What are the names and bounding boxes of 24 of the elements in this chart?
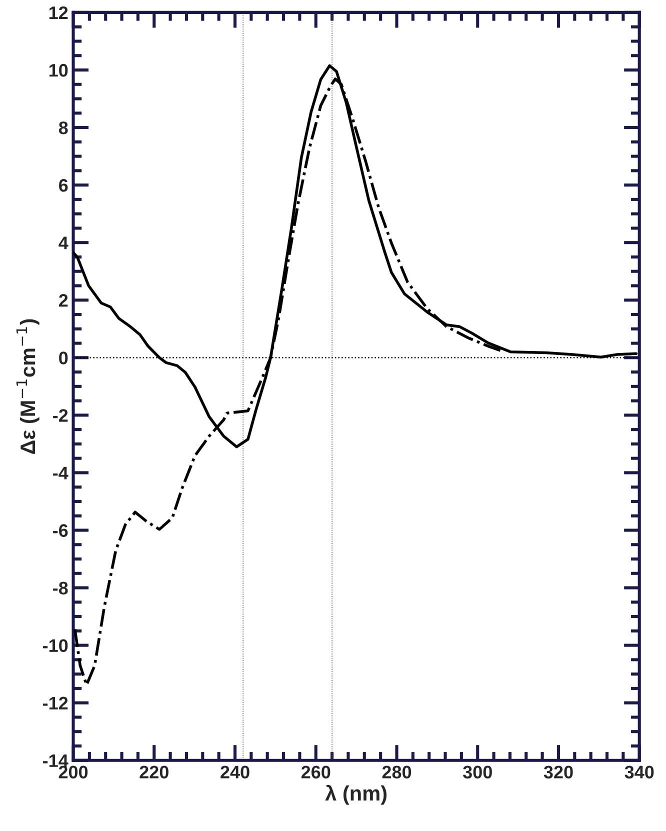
- y-tick-label: -10: [43, 639, 68, 652]
- y-tick-label: -6: [53, 524, 68, 537]
- y-tick-label: -2: [53, 409, 68, 422]
- y-tick-label: -14: [43, 754, 68, 767]
- x-tick-label: 340: [624, 766, 654, 779]
- x-tick-label: 320: [544, 766, 573, 779]
- x-tick-label: 260: [301, 766, 330, 778]
- y-tick-label: 6: [59, 178, 68, 192]
- y-tick-label: -4: [53, 466, 68, 480]
- y-tick-label: 2: [58, 294, 68, 307]
- x-tick-label: 280: [382, 766, 412, 778]
- y-tick-label: 12: [49, 6, 68, 20]
- y-tick-label: 4: [58, 236, 68, 250]
- y-tick-label: 0: [59, 352, 68, 364]
- y-tick-label: -8: [53, 582, 68, 594]
- y-tick-label: 8: [58, 121, 68, 134]
- y-axis-title: Δε (M$^{−1}$cm$^{−1}$): [16, 319, 40, 454]
- x-tick-label: 220: [140, 766, 168, 778]
- y-tick-label: -12: [43, 696, 68, 710]
- x-tick-label: 240: [220, 766, 250, 778]
- x-tick-label: 200: [58, 766, 88, 778]
- x-tick-label: 300: [462, 766, 492, 779]
- x-axis-title: λ (nm): [325, 784, 387, 805]
- y-tick-label: 10: [49, 64, 68, 77]
